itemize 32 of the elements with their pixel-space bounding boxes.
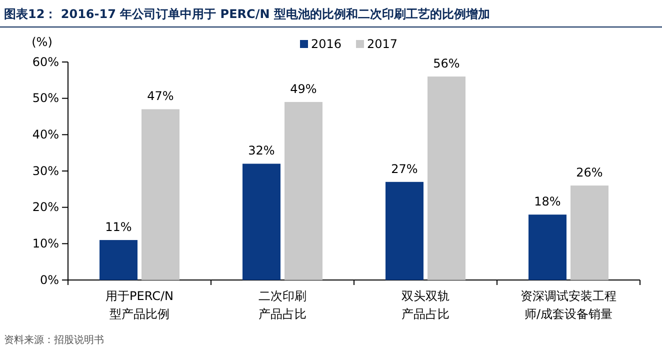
x-tick-label: 二次印刷产品占比 — [258, 289, 306, 321]
legend-label: 2016 — [311, 37, 342, 51]
data-label: 47% — [147, 89, 174, 104]
x-tick-label: 双头双轨产品占比 — [402, 289, 450, 321]
data-label: 27% — [391, 162, 418, 176]
bar — [284, 102, 322, 280]
y-tick-label: 20% — [32, 200, 59, 214]
legend-label: 2017 — [367, 37, 398, 51]
data-label: 32% — [248, 144, 275, 158]
bar — [428, 76, 466, 280]
bar — [142, 109, 180, 280]
bar — [528, 214, 566, 280]
y-axis-title: (%) — [32, 35, 52, 49]
bar — [386, 182, 424, 280]
data-label: 18% — [534, 194, 561, 209]
y-tick-label: 50% — [32, 91, 59, 106]
y-tick-label: 40% — [32, 128, 59, 142]
y-tick-label: 30% — [32, 164, 59, 178]
data-label: 56% — [433, 56, 460, 71]
text: 资料来源：招股说明书 — [4, 334, 104, 346]
x-tick-label: 用于PERC/N型产品比例 — [106, 289, 174, 321]
data-label: 26% — [576, 166, 603, 180]
y-tick-label: 10% — [32, 236, 59, 251]
x-tick-label: 资深调试安装工程师/成套设备销量 — [520, 289, 616, 321]
data-label: 11% — [105, 220, 132, 234]
y-tick-label: 60% — [32, 54, 59, 69]
bar — [242, 164, 280, 280]
data-label: 49% — [290, 82, 317, 96]
chart-title: 图表12： 2016-17 年公司订单中用于 PERC/N 型电池的比例和二次印刷工艺的比例增加 — [4, 7, 490, 21]
bar — [570, 186, 608, 280]
bar — [100, 240, 138, 280]
y-tick-label: 0% — [40, 272, 59, 287]
